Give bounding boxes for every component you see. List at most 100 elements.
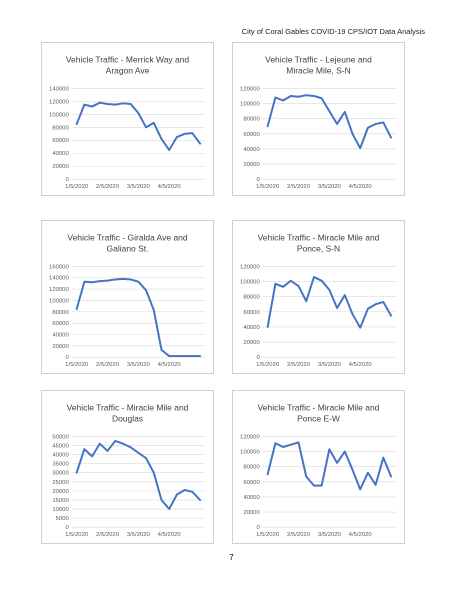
x-tick-label: 1/5/2020 (256, 362, 280, 368)
y-tick-label: 0 (256, 355, 260, 361)
chart-svg: Vehicle Traffic - Miracle Mile andDougla… (52, 403, 205, 538)
y-tick-label: 120000 (49, 99, 69, 105)
y-tick-label: 60000 (243, 132, 260, 138)
chart-title-line: Vehicle Traffic - Miracle Mile and (258, 233, 380, 243)
x-tick-label: 3/5/2020 (318, 362, 342, 368)
y-tick-label: 80000 (52, 125, 69, 131)
x-tick-label: 2/5/2020 (287, 184, 311, 190)
x-tick-label: 4/5/2020 (349, 362, 373, 368)
chart-lejeune-miracle-mile: Vehicle Traffic - Lejeune and Miracle Mil… (232, 42, 405, 196)
chart-title-line: Ponce E-W (297, 414, 340, 424)
chart-merrick-aragon: Vehicle Traffic - Merrick Way and Aragon … (41, 42, 214, 196)
y-tick-label: 80000 (243, 117, 260, 123)
y-tick-label: 60000 (243, 310, 260, 316)
y-tick-label: 100000 (240, 102, 260, 108)
chart-title-line: Miracle Mile, S-N (286, 66, 350, 76)
x-tick-label: 4/5/2020 (349, 532, 373, 538)
y-tick-label: 20000 (52, 344, 69, 350)
y-tick-label: 40000 (243, 147, 260, 153)
y-tick-label: 100000 (240, 280, 260, 286)
x-tick-label: 4/5/2020 (158, 362, 182, 368)
x-tick-label: 1/5/2020 (256, 184, 280, 190)
y-tick-label: 25000 (52, 480, 69, 486)
y-tick-label: 100000 (49, 112, 69, 118)
chart-title-line: Ponce, S-N (297, 244, 340, 254)
x-tick-label: 2/5/2020 (287, 532, 311, 538)
y-tick-label: 5000 (56, 516, 70, 522)
y-tick-label: 120000 (240, 434, 260, 440)
y-tick-label: 15000 (52, 498, 69, 504)
y-tick-label: 40000 (52, 151, 69, 157)
y-tick-label: 100000 (49, 298, 69, 304)
chart-giralda-galiano: Vehicle Traffic - Giralda Ave and Galiano… (41, 220, 214, 374)
y-tick-label: 50000 (52, 434, 69, 440)
page-number: 7 (229, 553, 234, 562)
x-tick-label: 2/5/2020 (96, 362, 120, 368)
x-tick-label: 4/5/2020 (158, 532, 182, 538)
chart-miracle-mile-ponce-ew: Vehicle Traffic - Miracle Mile and Ponce … (232, 390, 405, 544)
y-tick-label: 0 (256, 525, 260, 531)
y-tick-label: 120000 (240, 264, 260, 270)
series-line (266, 94, 393, 150)
series-line (266, 441, 393, 491)
x-tick-label: 2/5/2020 (96, 184, 120, 190)
y-tick-label: 20000 (243, 162, 260, 168)
x-tick-label: 4/5/2020 (349, 184, 373, 190)
y-tick-label: 35000 (52, 462, 69, 468)
y-tick-label: 140000 (49, 86, 69, 92)
chart-miracle-mile-ponce-sn: Vehicle Traffic - Miracle Mile and Ponce,… (232, 220, 405, 374)
x-tick-label: 3/5/2020 (127, 362, 151, 368)
x-tick-label: 1/5/2020 (65, 362, 89, 368)
chart-title-line: Vehicle Traffic - Miracle Mile and (258, 403, 380, 413)
chart-title-line: Vehicle Traffic - Merrick Way and (66, 55, 190, 65)
y-tick-label: 20000 (52, 164, 69, 170)
y-tick-label: 40000 (243, 325, 260, 331)
y-tick-label: 120000 (240, 86, 260, 92)
page-header: City of Coral Gables COVID-19 CPS/IOT Da… (241, 27, 425, 36)
x-tick-label: 3/5/2020 (127, 532, 151, 538)
x-tick-label: 3/5/2020 (318, 532, 342, 538)
series-line (75, 277, 202, 358)
x-tick-label: 1/5/2020 (65, 532, 89, 538)
chart-title-line: Douglas (112, 414, 143, 424)
y-tick-label: 40000 (52, 453, 69, 459)
y-tick-label: 60000 (52, 138, 69, 144)
y-tick-label: 0 (256, 177, 260, 183)
x-tick-label: 1/5/2020 (256, 532, 280, 538)
y-tick-label: 160000 (49, 264, 69, 270)
y-tick-label: 45000 (52, 443, 69, 449)
y-tick-label: 10000 (52, 507, 69, 513)
y-tick-label: 40000 (52, 332, 69, 338)
chart-title-line: Vehicle Traffic - Lejeune and (265, 55, 372, 65)
x-tick-label: 3/5/2020 (318, 184, 342, 190)
y-tick-label: 20000 (243, 340, 260, 346)
y-tick-label: 100000 (240, 450, 260, 456)
chart-svg: Vehicle Traffic - Miracle Mile andPonce … (240, 403, 396, 538)
series-line (266, 276, 393, 329)
series-line (75, 101, 202, 152)
y-tick-label: 0 (65, 525, 69, 531)
y-tick-label: 60000 (52, 321, 69, 327)
series-line (75, 439, 202, 511)
x-tick-label: 2/5/2020 (287, 362, 311, 368)
x-tick-label: 4/5/2020 (158, 184, 182, 190)
y-tick-label: 0 (65, 177, 69, 183)
y-tick-label: 120000 (49, 287, 69, 293)
chart-title-line: Galiano St. (107, 244, 149, 254)
y-tick-label: 40000 (243, 495, 260, 501)
y-tick-label: 0 (65, 355, 69, 361)
chart-title-line: Vehicle Traffic - Miracle Mile and (67, 403, 189, 413)
x-tick-label: 2/5/2020 (96, 532, 120, 538)
y-tick-label: 80000 (243, 465, 260, 471)
y-tick-label: 140000 (49, 276, 69, 282)
y-tick-label: 80000 (52, 310, 69, 316)
chart-svg: Vehicle Traffic - Miracle Mile andPonce,… (240, 233, 396, 368)
y-tick-label: 30000 (52, 471, 69, 477)
chart-miracle-mile-douglas: Vehicle Traffic - Miracle Mile and Dougla… (41, 390, 214, 544)
y-tick-label: 60000 (243, 480, 260, 486)
chart-svg: Vehicle Traffic - Merrick Way andAragon … (49, 55, 205, 190)
chart-svg: Vehicle Traffic - Giralda Ave andGaliano… (49, 233, 205, 368)
x-tick-label: 1/5/2020 (65, 184, 89, 190)
x-tick-label: 3/5/2020 (127, 184, 151, 190)
